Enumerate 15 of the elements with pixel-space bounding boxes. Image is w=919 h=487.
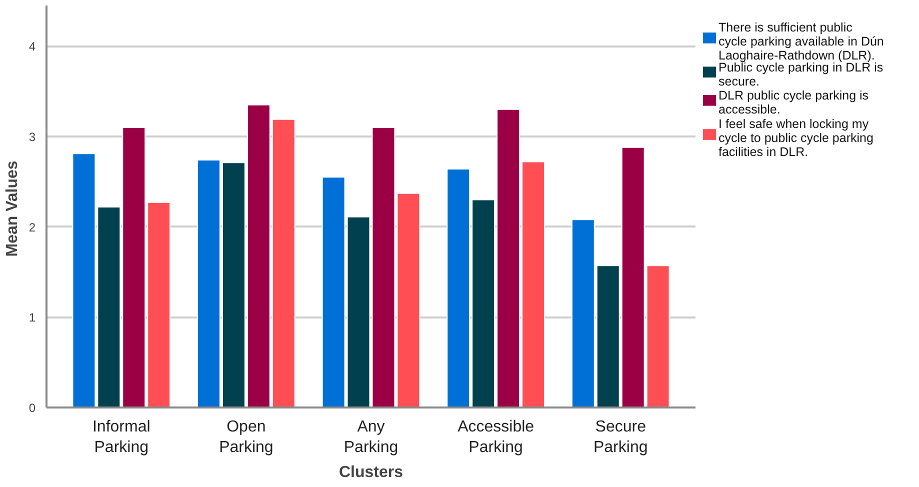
legend-label: DLR public cycle parking is accessible. bbox=[718, 88, 869, 117]
y-axis-title: Mean Values bbox=[4, 160, 21, 257]
y-tick-label: 4 bbox=[28, 40, 36, 54]
x-tick-label: Informal Parking bbox=[92, 418, 150, 456]
y-tick-label: 1 bbox=[28, 310, 36, 325]
legend-label: There is sufficient public cycle parking available in Dún Laoghaire-Rathdown (DLR). bbox=[718, 20, 884, 62]
x-tick-label: Accessible Parking bbox=[458, 418, 534, 456]
y-tick-label: 2 bbox=[28, 220, 36, 234]
x-tick-label: Secure Parking bbox=[593, 418, 648, 456]
x-tick-label: Any Parking bbox=[344, 418, 398, 456]
y-tick-label: 3 bbox=[28, 130, 36, 144]
legend-label: I feel safe when locking my cycle to public cycle parking facilities in DLR. bbox=[718, 117, 874, 160]
x-tick-label: Open Parking bbox=[219, 418, 274, 456]
x-axis-title: Clusters bbox=[338, 464, 404, 481]
y-tick-label: 0 bbox=[28, 401, 36, 415]
